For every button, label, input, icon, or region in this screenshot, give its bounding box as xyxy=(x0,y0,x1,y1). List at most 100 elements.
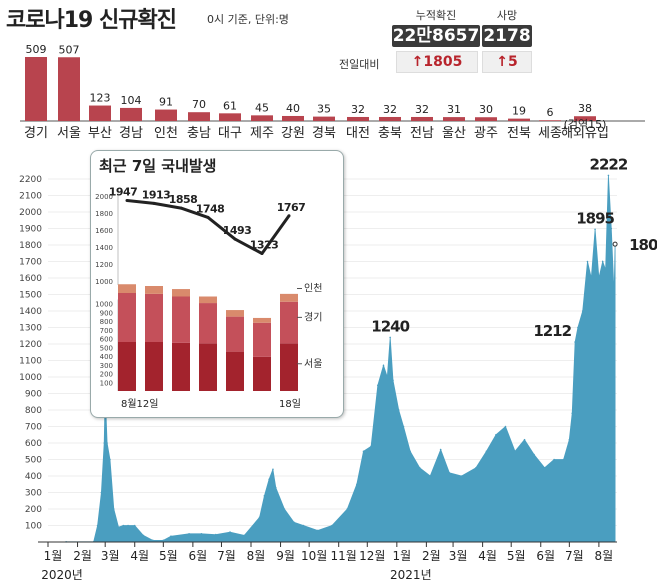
inset-stacked-bar-segment xyxy=(280,293,298,302)
inset-line-label: 1858 xyxy=(169,193,198,206)
daily-point xyxy=(448,471,451,474)
region-bar xyxy=(282,115,304,121)
inset-line-tick: 1400 xyxy=(95,244,113,252)
inset-stacked-bar-segment xyxy=(280,301,298,344)
cumulative-label: 누적확진 xyxy=(415,9,457,22)
inset-stacked-bar-segment xyxy=(253,322,271,357)
inset-stacked-bar-segment xyxy=(226,316,244,352)
x-tick-label: 6월 xyxy=(189,549,208,563)
daily-point xyxy=(607,174,610,177)
region-category-label: 대전 xyxy=(346,126,370,141)
daily-point xyxy=(188,532,190,535)
region-bar xyxy=(251,115,273,121)
inset-title: 최근 7일 국내발생 xyxy=(99,157,217,175)
inset-stacked-bar-segment xyxy=(253,356,271,391)
region-value-label: 35 xyxy=(317,103,331,116)
region-bar xyxy=(475,117,497,121)
inset-line-tick: 1200 xyxy=(95,261,113,269)
daily-point xyxy=(302,524,305,527)
daily-point xyxy=(601,260,604,263)
inset-line-point xyxy=(152,201,156,205)
inset-bar-tick: 1000 xyxy=(95,301,113,309)
region-bar xyxy=(188,112,210,121)
x-tick-label: 7월 xyxy=(565,549,584,563)
region-category-label: 해외유입 xyxy=(561,126,609,141)
daily-point xyxy=(346,508,349,510)
region-category-label: 제주 xyxy=(250,126,274,141)
inset-line-label: 1913 xyxy=(142,188,171,201)
region-value-label: 31 xyxy=(447,103,461,116)
region-value-label: 70 xyxy=(192,98,206,111)
y-tick-label: 2000 xyxy=(19,208,42,218)
daily-point xyxy=(586,260,589,263)
daily-point xyxy=(152,539,154,542)
y-tick-label: 1500 xyxy=(19,291,42,301)
daily-point xyxy=(495,433,497,436)
region-value-label: 19 xyxy=(512,105,526,118)
x-tick-label: 4월 xyxy=(478,549,497,563)
region-category-label: 대구 xyxy=(218,126,242,141)
daily-point xyxy=(523,438,526,441)
inset-stacked-bar-segment xyxy=(118,284,136,293)
region-bar xyxy=(120,107,142,121)
y-tick-label: 600 xyxy=(25,439,42,449)
daily-point xyxy=(96,524,99,527)
daily-point xyxy=(316,529,319,532)
region-value-label: 45 xyxy=(255,101,269,114)
daily-point xyxy=(283,508,286,510)
region-bar xyxy=(539,120,561,121)
inset-line-label: 1323 xyxy=(250,239,279,252)
daily-point xyxy=(356,483,358,486)
daily-point xyxy=(439,448,442,451)
inset-line-label: 1748 xyxy=(196,202,225,215)
daily-point xyxy=(613,293,615,296)
diff-label: 전일대비 xyxy=(339,58,380,71)
x-tick-label: 3월 xyxy=(101,549,120,563)
region-bar xyxy=(574,116,596,121)
inset-stacked-bar-segment xyxy=(172,296,190,343)
region-category-label: 경북 xyxy=(312,126,336,141)
daily-point xyxy=(581,310,584,312)
daily-point xyxy=(386,376,389,378)
daily-point xyxy=(571,412,574,415)
inset-bar-tick: 700 xyxy=(100,327,113,335)
region-value-label: 61 xyxy=(223,99,237,112)
y-tick-label: 1200 xyxy=(19,340,42,350)
x-tick-label: 5월 xyxy=(507,549,526,563)
inset-stacked-bar-segment xyxy=(172,342,190,391)
daily-point xyxy=(263,495,266,497)
daily-point xyxy=(362,450,365,453)
y-tick-label: 1000 xyxy=(19,373,42,383)
peak-annotation: 1805 xyxy=(629,236,657,254)
inset-stacked-bar-segment xyxy=(226,351,244,391)
peak-annotation: 2222 xyxy=(590,155,628,173)
region-category-label: 강원 xyxy=(281,126,305,141)
x-tick-label: 6월 xyxy=(536,549,555,563)
region-category-label: 전북 xyxy=(507,126,531,141)
inset-stacked-bar-segment xyxy=(118,342,136,391)
region-bar xyxy=(347,116,369,121)
inset-stacked-bar-segment xyxy=(199,303,217,344)
inset-bar-tick: 500 xyxy=(100,344,113,352)
y-tick-label: 300 xyxy=(25,489,42,499)
daily-point xyxy=(460,475,463,477)
daily-point xyxy=(590,277,593,279)
y-tick-label: 2100 xyxy=(19,192,42,202)
inset-bar-tick: 100 xyxy=(100,379,113,387)
y-tick-label: 2200 xyxy=(19,175,42,185)
inset-line-label: 1947 xyxy=(109,186,138,199)
y-tick-label: 1300 xyxy=(19,324,42,334)
region-value-label: 507 xyxy=(59,43,80,56)
inset-x-label: 8월12일 xyxy=(121,398,159,410)
inset-stacked-bar-segment xyxy=(172,289,190,297)
page-subtitle: 0시 기준, 단위:명 xyxy=(207,13,289,26)
region-bar xyxy=(379,116,401,121)
region-category-label: 인천 xyxy=(154,126,178,141)
deaths-label: 사망 xyxy=(496,9,518,22)
daily-point xyxy=(568,438,571,441)
daily-point xyxy=(397,409,400,411)
daily-point xyxy=(293,521,295,523)
daily-point xyxy=(389,336,391,339)
daily-point xyxy=(106,442,108,444)
